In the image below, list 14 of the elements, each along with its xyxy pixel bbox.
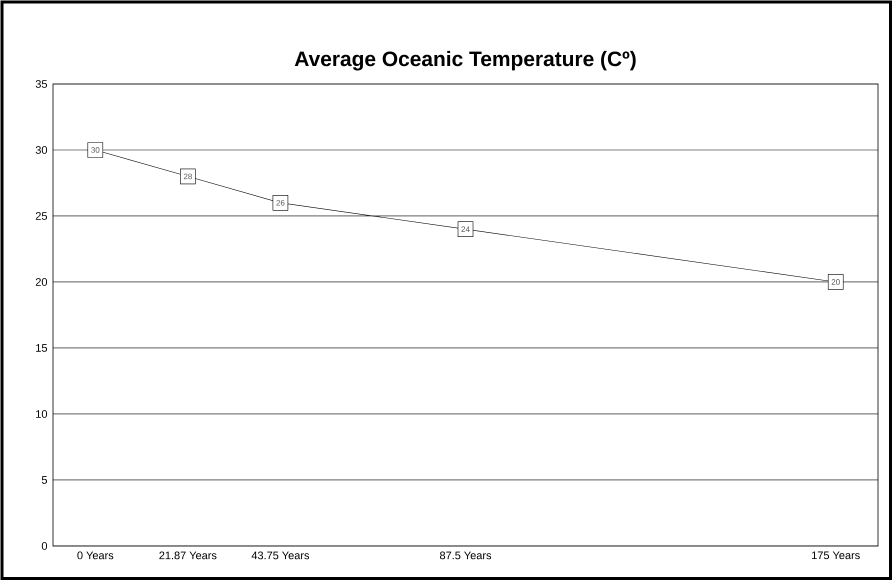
x-tick-label: 43.75 Years: [252, 552, 310, 560]
y-tick-label: 25: [36, 212, 48, 220]
y-tick-label: 0: [42, 542, 48, 550]
y-tick-label: 15: [36, 344, 48, 352]
x-tick-label: 21.87 Years: [159, 552, 216, 560]
y-tick-label: 5: [42, 476, 48, 484]
x-tick-label: 0 Years: [77, 552, 114, 560]
chart-title: Average Oceanic Temperature (Cº): [294, 50, 636, 70]
y-tick-label: 10: [36, 410, 48, 418]
x-tick-label: 175 Years: [812, 552, 860, 560]
y-tick-label: 30: [36, 146, 48, 154]
y-tick-label: 20: [36, 278, 48, 286]
y-tick-label: 35: [36, 80, 48, 88]
x-tick-label: 87.5 Years: [440, 552, 492, 560]
